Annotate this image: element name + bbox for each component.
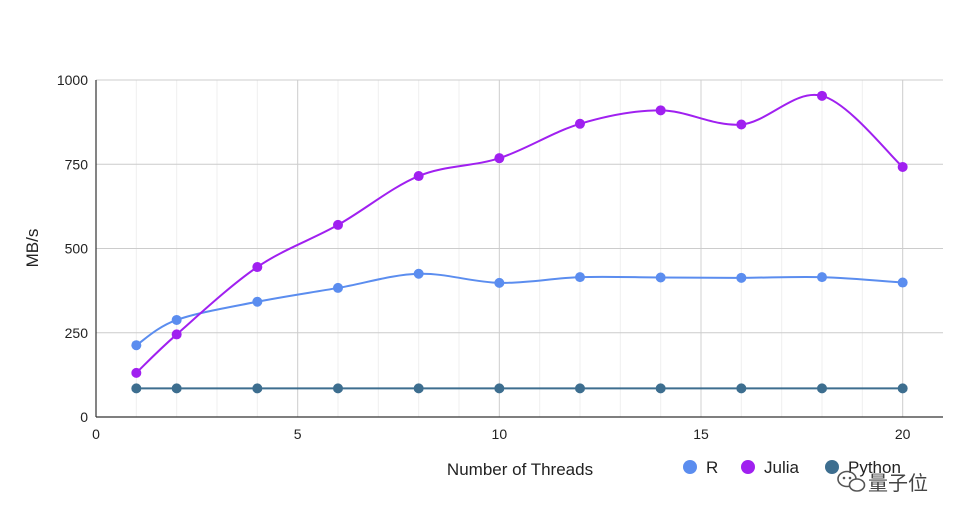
data-point-julia xyxy=(897,161,908,172)
legend-label-python: Python xyxy=(848,458,901,477)
data-point-python xyxy=(736,383,747,394)
gridlines xyxy=(96,79,943,417)
data-point-python xyxy=(413,383,424,394)
data-point-r xyxy=(575,272,585,283)
data-point-r xyxy=(131,340,142,351)
data-point-python xyxy=(575,383,585,394)
data-point-julia xyxy=(131,367,142,378)
series-line-r xyxy=(135,272,903,347)
data-point-julia xyxy=(494,153,505,164)
x-tick-labels: 0 5 10 15 20 xyxy=(92,426,911,442)
legend-marker-julia xyxy=(741,460,755,474)
data-point-julia xyxy=(252,262,263,273)
data-point-julia xyxy=(817,90,827,101)
wechat-icon xyxy=(837,470,866,492)
legend: R Julia Python xyxy=(683,458,901,477)
data-point-julia xyxy=(171,329,182,340)
y-tick-label: 500 xyxy=(65,241,89,257)
y-tick-label: 250 xyxy=(65,325,89,341)
x-axis-title: Number of Threads xyxy=(447,460,593,479)
series-line-julia xyxy=(135,93,904,374)
y-axis-title: MB/s xyxy=(23,229,42,268)
data-point-python xyxy=(494,383,505,394)
legend-marker-python xyxy=(825,460,839,474)
y-tick-label: 750 xyxy=(65,156,89,172)
data-point-python xyxy=(655,383,666,394)
data-point-julia xyxy=(333,219,343,230)
data-point-julia xyxy=(575,118,585,129)
data-point-r xyxy=(171,314,182,325)
data-point-python xyxy=(817,383,827,394)
y-tick-label: 1000 xyxy=(57,72,88,88)
data-point-r xyxy=(333,282,343,293)
legend-label-r: R xyxy=(706,458,718,477)
data-point-julia xyxy=(736,119,747,130)
data-point-python xyxy=(897,383,908,394)
data-point-r xyxy=(655,272,666,283)
axes xyxy=(95,80,943,418)
data-point-r xyxy=(897,277,908,288)
watermark: 量子位 xyxy=(837,470,928,495)
legend-label-julia: Julia xyxy=(764,458,800,477)
data-point-python xyxy=(131,383,142,394)
data-point-r xyxy=(494,277,505,288)
data-point-r xyxy=(252,296,263,307)
series-group xyxy=(131,90,908,394)
data-point-r xyxy=(817,272,827,283)
x-tick-label: 20 xyxy=(895,426,911,442)
y-tick-labels: 0 250 500 750 1000 xyxy=(57,72,88,425)
data-point-python xyxy=(171,383,182,394)
y-tick-label: 0 xyxy=(80,409,88,425)
x-tick-label: 0 xyxy=(92,426,100,442)
data-point-python xyxy=(252,383,263,394)
data-point-r xyxy=(413,268,424,279)
legend-marker-r xyxy=(683,460,697,474)
x-tick-label: 10 xyxy=(492,426,508,442)
data-point-r xyxy=(736,272,747,283)
x-tick-label: 15 xyxy=(693,426,709,442)
data-point-python xyxy=(333,383,343,394)
data-point-julia xyxy=(655,105,666,116)
x-tick-label: 5 xyxy=(294,426,302,442)
watermark-text: 量子位 xyxy=(868,471,928,495)
data-point-julia xyxy=(413,171,424,182)
